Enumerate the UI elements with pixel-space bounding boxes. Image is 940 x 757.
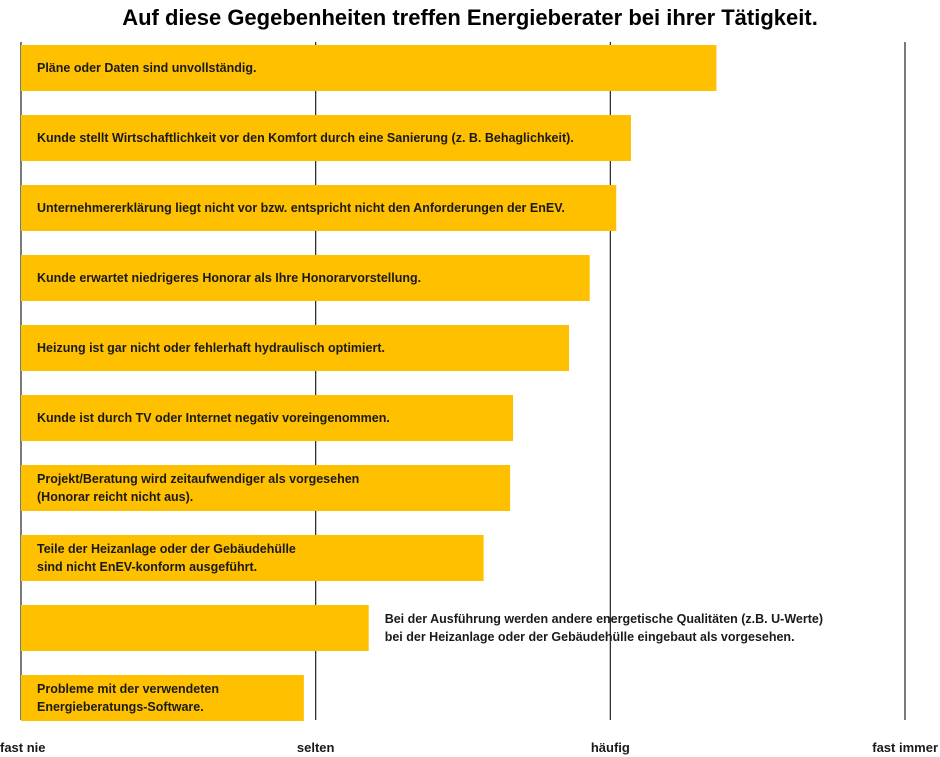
bar-label: Kunde ist durch TV oder Internet negativ…: [37, 411, 390, 425]
bar-label: Probleme mit der verwendeten Energieberat…: [37, 682, 219, 714]
bar: [21, 115, 631, 161]
bar: [21, 255, 590, 301]
x-tick-label: fast nie: [0, 740, 46, 755]
bar: [21, 535, 484, 581]
bar-label: Teile der Heizanlage oder der Gebäudehül…: [37, 542, 296, 574]
x-tick-label: fast immer: [872, 740, 938, 755]
bar-label: Kunde stellt Wirtschaftlichkeit vor den …: [37, 131, 574, 145]
bar-label: Heizung ist gar nicht oder fehlerhaft hy…: [37, 341, 385, 355]
bar: [21, 185, 617, 231]
chart-title: Auf diese Gegebenheiten treffen Energieb…: [122, 5, 818, 30]
bar: [21, 465, 511, 511]
bar-label: Projekt/Beratung wird zeitaufwendiger al…: [37, 472, 359, 504]
bar: [21, 45, 717, 91]
bar-label: Kunde erwartet niedrigeres Honorar als I…: [37, 271, 421, 285]
bar-label: Bei der Ausführung werden andere energet…: [385, 612, 823, 644]
x-tick-label: häufig: [591, 740, 630, 755]
bar: [21, 675, 304, 721]
bar-label: Pläne oder Daten sind unvollständig.: [37, 61, 256, 75]
x-tick-label: selten: [297, 740, 335, 755]
bar: [21, 325, 570, 371]
bar: [21, 395, 514, 441]
bar-label: Unternehmererklärung liegt nicht vor bzw…: [37, 201, 565, 215]
bar: [21, 605, 369, 651]
